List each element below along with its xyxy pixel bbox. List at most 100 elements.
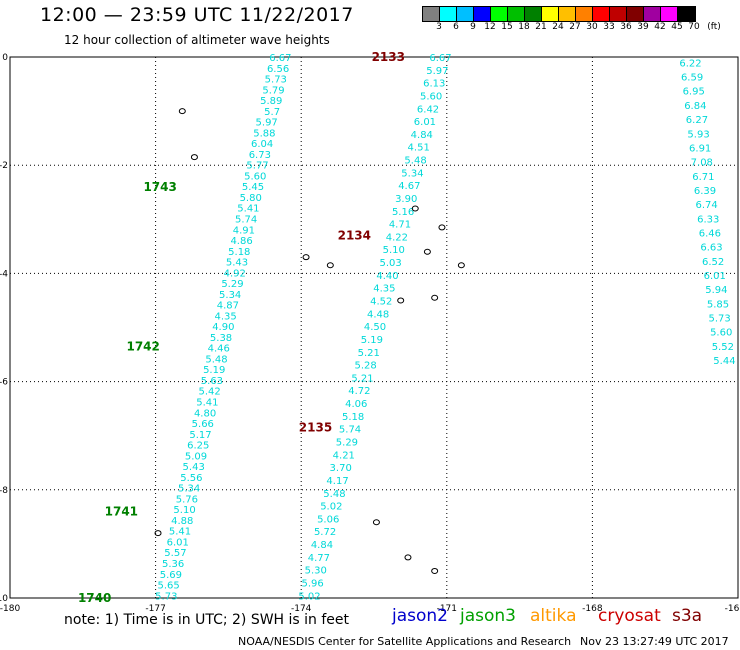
swh-value-label: 6.73 [249, 150, 271, 161]
x-tick-label: -177 [145, 604, 165, 614]
swh-value-label: 5.72 [314, 527, 336, 538]
colorbar-swatch [644, 7, 661, 21]
swh-value-label: 4.46 [208, 344, 230, 355]
y-tick-label: -10 [0, 594, 8, 604]
swh-value-label: 4.52 [370, 297, 392, 308]
swh-value-label: 6.74 [696, 200, 718, 211]
swh-value-label: 5.34 [401, 168, 423, 179]
swh-value-label: 4.84 [411, 130, 433, 141]
swh-value-label: 5.93 [687, 129, 709, 140]
pass-time-label: 2133 [372, 50, 405, 64]
swh-value-label: 6.39 [694, 186, 716, 197]
swh-value-label: 5.21 [358, 348, 380, 359]
swh-value-label: 6.04 [251, 139, 273, 150]
swh-value-label: 5.52 [712, 342, 734, 353]
colorbar-label: 12 [484, 22, 496, 32]
colorbar-label: 3 [436, 22, 442, 32]
swh-value-label: 5.18 [228, 247, 250, 258]
island-outline [431, 294, 439, 301]
swh-value-label: 5.02 [320, 502, 342, 513]
colorbar-label: 45 [671, 22, 683, 32]
swh-value-label: 5.48 [205, 354, 227, 365]
y-tick-label: 0 [2, 53, 8, 63]
swh-value-label: 6.27 [686, 115, 708, 126]
island-outline [178, 108, 186, 115]
swh-value-label: 4.84 [311, 540, 333, 551]
pass-time-label: 2135 [299, 421, 332, 435]
swh-value-label: 5.41 [196, 398, 218, 409]
footer-note: note: 1) Time is in UTC; 2) SWH is in fe… [64, 612, 350, 628]
colorbar-swatch [661, 7, 678, 21]
colorbar-swatch [457, 7, 474, 21]
swh-value-label: 3.90 [395, 194, 417, 205]
swh-value-label: 5.09 [185, 451, 207, 462]
plot-frame [9, 56, 739, 599]
swh-value-label: 5.56 [180, 473, 202, 484]
swh-value-label: 4.77 [308, 553, 330, 564]
colorbar-swatch [440, 7, 457, 21]
island-outline [457, 262, 465, 269]
colorbar-label: 36 [620, 22, 632, 32]
island-outline [326, 262, 334, 269]
x-tick-label: -174 [291, 604, 312, 614]
swh-value-label: 4.35 [214, 311, 236, 322]
colorbar-label: 18 [518, 22, 530, 32]
swh-value-label: 4.22 [386, 232, 408, 243]
swh-value-label: 5.97 [256, 118, 278, 129]
swh-value-label: 5.42 [199, 387, 221, 398]
swh-value-label: 6.01 [167, 537, 189, 548]
colorbar-label: 24 [552, 22, 564, 32]
colorbar-swatch [474, 7, 491, 21]
swh-value-label: 5.76 [176, 494, 198, 505]
swh-value-label: 4.71 [389, 220, 411, 231]
swh-value-label: 6.84 [684, 101, 706, 112]
swh-value-label: 6.46 [699, 228, 721, 239]
swh-value-label: 5.03 [379, 258, 401, 269]
swh-value-label: 4.51 [408, 143, 430, 154]
swh-value-label: 5.89 [260, 96, 282, 107]
legend-jason2: jason2 [392, 606, 448, 626]
swh-value-label: 5.41 [169, 527, 191, 538]
swh-value-label: 6.01 [704, 271, 726, 282]
colorbar-swatch [559, 7, 576, 21]
swh-value-label: 5.66 [192, 419, 214, 430]
swh-value-label: 6.25 [187, 441, 209, 452]
island-outline [397, 297, 405, 304]
colorbar-label: 27 [569, 22, 581, 32]
swh-value-label: 5.44 [713, 356, 735, 367]
swh-value-label: 5.85 [707, 299, 729, 310]
island-outline [423, 248, 431, 255]
colorbar-swatch [627, 7, 644, 21]
swh-value-label: 5.88 [253, 128, 275, 139]
chart-title: 12:00 — 23:59 UTC 11/22/2017 [40, 4, 354, 26]
swh-value-label: 5.48 [404, 156, 426, 167]
swh-value-label: 6.71 [692, 172, 714, 183]
island-outline [302, 254, 310, 261]
swh-value-label: 6.52 [702, 257, 724, 268]
generated-timestamp: Nov 23 13:27:49 UTC 2017 [580, 635, 729, 648]
legend-s3a: s3a [672, 606, 703, 626]
swh-value-label: 5.02 [298, 591, 320, 602]
pass-time-label: 2134 [338, 229, 371, 243]
colorbar-swatch [678, 7, 695, 21]
colorbar-swatch [491, 7, 508, 21]
swh-value-label: 5.94 [705, 285, 727, 296]
swh-value-label: 4.17 [326, 476, 348, 487]
swh-value-label: 5.29 [221, 279, 243, 290]
swh-value-label: 4.90 [212, 322, 234, 333]
swh-value-label: 5.60 [244, 171, 266, 182]
swh-value-label: 6.33 [697, 214, 719, 225]
x-tick-label: -168 [582, 604, 603, 614]
pass-time-label: 1743 [143, 180, 176, 194]
island-outline [404, 554, 412, 561]
island-outline [154, 530, 162, 537]
swh-value-label: 5.16 [392, 207, 414, 218]
colorbar-swatch [542, 7, 559, 21]
swh-value-label: 6.56 [267, 64, 289, 75]
swh-value-label: 5.45 [242, 182, 264, 193]
swh-value-label: 6.22 [679, 58, 701, 69]
swh-value-label: 6.67 [269, 53, 291, 64]
swh-value-label: 6.42 [417, 104, 439, 115]
legend-cryosat: cryosat [598, 606, 661, 626]
colorbar-label: 39 [637, 22, 649, 32]
